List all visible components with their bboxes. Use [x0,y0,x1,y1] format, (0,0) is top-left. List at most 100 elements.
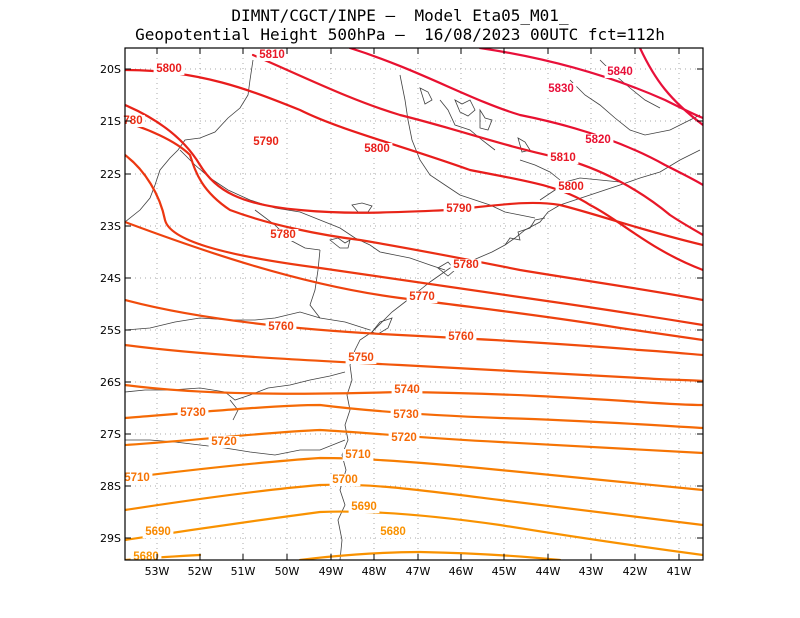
state-border [519,159,561,181]
x-tick-label: 42W [623,565,648,578]
contour-label: 5750 [348,352,374,364]
contour-label: 5800 [558,181,584,193]
state-border [309,249,321,319]
contour-5810 [251,53,703,237]
contour-5760 [125,220,703,342]
contour-label: 5810 [259,49,285,61]
contour-label: 5690 [351,501,377,513]
contour-label: 5820 [585,134,611,146]
contour-label-bg [406,291,438,303]
state-border [439,99,496,151]
y-tick-label: 27S [100,428,121,441]
contour-label-bg [208,436,240,448]
contour-label: 5710 [345,449,371,461]
x-tick-label: 45W [492,565,517,578]
contour-label: 5730 [180,407,206,419]
x-tick-label: 46W [449,565,474,578]
height-contours [125,48,703,560]
contour-label-bg [445,331,477,343]
contour-label-bg [443,203,475,215]
state-border [539,177,621,201]
reservoir [479,108,493,131]
contour-5790 [125,103,703,247]
y-tick-label: 23S [100,220,121,233]
contour-label-bg [142,526,174,538]
y-tick-label: 21S [100,115,121,128]
reservoir [329,237,351,249]
contour-label-bg [267,229,299,241]
x-tick-label: 43W [579,565,604,578]
contour-label: 5810 [550,152,576,164]
contour-label-bg [121,472,153,484]
contour-label: 5700 [332,474,358,486]
bay-outline [504,217,546,246]
state-border [179,149,446,271]
contour-label-bg [177,407,209,419]
x-tick-label: 44W [536,565,561,578]
contour-label-bg [388,432,420,444]
contour-5830 [478,48,703,120]
contour-5680 [125,510,703,557]
contour-5740 [125,343,703,383]
contour-label: 5710 [124,472,150,484]
contour-label-bg [547,152,579,164]
contour-label: 5680 [380,526,406,538]
contour-5820 [348,48,703,187]
contour-label: 5760 [268,321,294,333]
state-border [125,311,371,331]
contour-labels: 5810 5800 5840 5830 780 5790 5800 5820 5810 5800 5… [121,49,636,563]
contour-label: 5840 [607,66,633,78]
contour-label-bg [390,409,422,421]
state-border [125,371,346,401]
contour-label: 5830 [548,83,574,95]
contour-label-bg [342,449,374,461]
contour-label-bg [153,63,185,75]
state-border [569,79,701,136]
contour-label-bg [256,49,288,61]
reservoir [419,87,433,105]
contour-label: 5760 [448,331,474,343]
y-tick-label: 29S [100,532,121,545]
map-title-line1: DIMNT/CGCT/INPE – Model Eta05_M01_ [231,6,569,25]
contour-5690 [125,483,703,527]
contour-label: 780 [123,115,142,127]
contour-label: 5780 [270,229,296,241]
contour-label: 5800 [364,143,390,155]
state-border [399,74,536,219]
x-tick-label: 49W [319,565,344,578]
contour-label-bg [555,181,587,193]
contour-label: 5740 [394,384,420,396]
contour-label: 5780 [453,259,479,271]
contour-5680-extra [298,550,562,560]
contour-label-bg [450,259,482,271]
y-tick-label: 20S [100,63,121,76]
contour-label-bg [345,352,377,364]
x-tick-label: 52W [188,565,213,578]
contour-label: 5800 [156,63,182,75]
x-tick-label: 51W [231,565,256,578]
contour-label-bg [265,321,297,333]
contour-label-bg [391,384,423,396]
x-tick-label: 50W [275,565,300,578]
map-title-line2: Geopotential Height 500hPa – 16/08/2023 … [135,25,665,44]
x-tick-label: 47W [406,565,431,578]
contour-5770 [125,153,703,327]
contour-label-bg [582,134,614,146]
contour-5780 [125,120,703,302]
state-border [125,439,346,456]
contour-label: 5720 [391,432,417,444]
reservoir [351,202,373,213]
contour-5840 [638,48,703,127]
contour-label: 5690 [145,526,171,538]
contour-label-bg [329,474,361,486]
contour-label-bg [348,501,380,513]
contour-label: 5770 [409,291,435,303]
contour-5800 [125,68,703,272]
contour-label-bg [604,66,636,78]
y-tick-label: 25S [100,324,121,337]
y-tick-label: 24S [100,272,121,285]
coastline [337,149,701,560]
x-tick-label: 53W [145,565,170,578]
axis-ticks: 53W 52W 51W 50W 49W 48W 47W 46W 45W 44W 43W 42W 41W 2… [100,48,703,578]
